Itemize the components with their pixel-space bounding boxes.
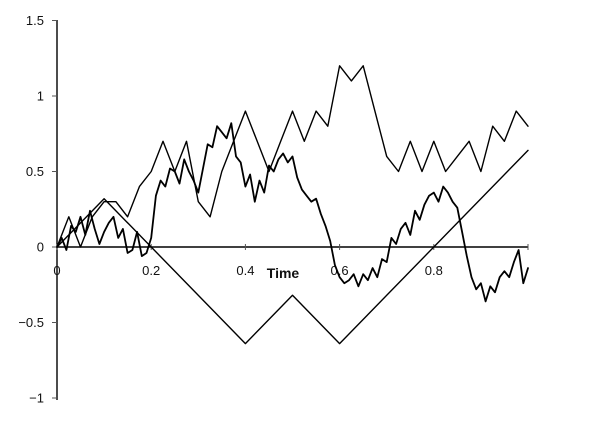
axis-ticks: 1.510.50−0.5−10 0.2 0.4 0.6 0.8 bbox=[18, 13, 529, 406]
y-tick-label: 0.5 bbox=[26, 164, 44, 179]
chart-axes bbox=[56, 20, 528, 400]
y-tick-label: 1 bbox=[37, 89, 44, 104]
chart-series bbox=[56, 65, 529, 345]
x-tick-label: 0 bbox=[53, 263, 60, 278]
series-line-3 bbox=[56, 122, 529, 303]
y-tick-label: 0 bbox=[37, 240, 44, 255]
series-line-1 bbox=[56, 149, 529, 345]
y-tick-label: −0.5 bbox=[18, 315, 44, 330]
x-tick-label: 0.4 bbox=[236, 263, 254, 278]
y-tick-label: 1.5 bbox=[26, 13, 44, 28]
series-line-2 bbox=[56, 65, 529, 248]
y-tick-label: −1 bbox=[29, 391, 44, 406]
x-tick-label: 0.8 bbox=[425, 263, 443, 278]
x-axis-title: Time bbox=[267, 265, 300, 281]
x-tick-label: 0.2 bbox=[142, 263, 160, 278]
